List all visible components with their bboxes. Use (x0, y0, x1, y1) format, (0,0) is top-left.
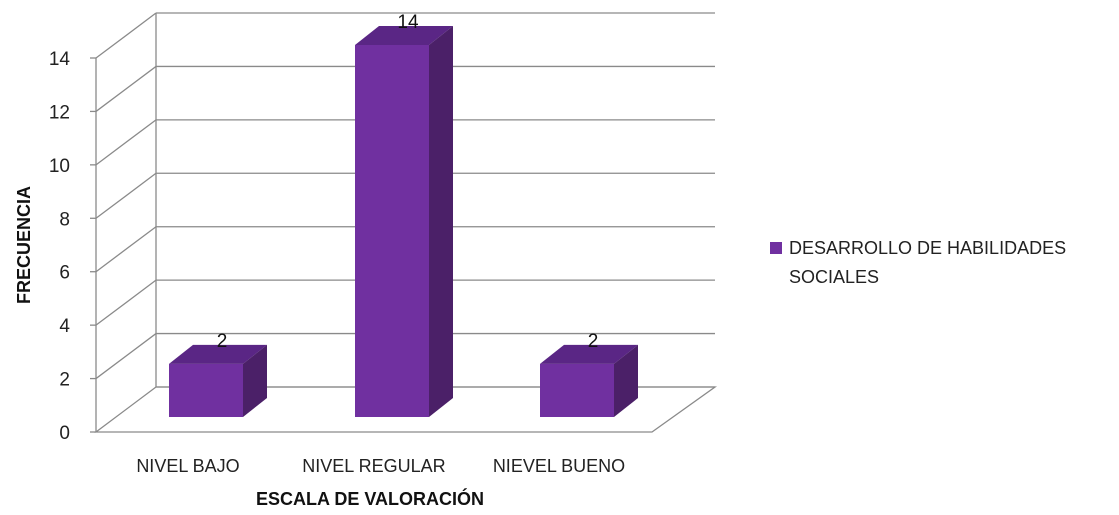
floor-plane (94, 386, 718, 433)
bar-front (355, 45, 429, 417)
x-tick-label: NIVEL REGULAR (302, 456, 445, 476)
y-tick-label: 14 (49, 49, 71, 70)
gridline-side (95, 279, 157, 326)
y-axis-title: FRECUENCIA (14, 186, 34, 304)
bar (540, 344, 638, 417)
x-tick-label: NIEVEL BUENO (493, 456, 625, 476)
y-tick-label: 8 (59, 209, 70, 230)
bar-front (169, 363, 243, 417)
gridline-side (95, 12, 157, 59)
gridline-side (95, 226, 157, 273)
y-tick-label: 4 (59, 316, 70, 337)
bar-side (614, 344, 638, 417)
y-tick-label: 6 (59, 263, 70, 284)
label-layer: 0 2 4 6 8 10 12 14 2 NIVEL BAJO 14 NIVEL REGULAR 2 NI… (49, 12, 625, 476)
bar-front (540, 363, 614, 417)
bar (169, 344, 267, 417)
data-label: 2 (217, 331, 228, 352)
data-label: 2 (588, 331, 599, 352)
y-tick-label: 2 (59, 370, 70, 391)
gridline-side (95, 65, 157, 112)
bar-side (429, 26, 453, 417)
x-axis-title: ESCALA DE VALORACIÓN (256, 488, 484, 509)
gridline-side (95, 172, 157, 219)
data-label: 14 (397, 12, 419, 33)
y-tick-label: 12 (49, 102, 70, 123)
legend: DESARROLLO DE HABILIDADES SOCIALES (770, 238, 1066, 287)
x-tick-label: NIVEL BAJO (136, 456, 239, 476)
y-tick-label: 10 (49, 156, 70, 177)
legend-swatch (770, 242, 782, 254)
bar-side (243, 344, 267, 417)
bar-top (169, 344, 267, 364)
bar-layer (169, 26, 638, 417)
legend-label-line1: DESARROLLO DE HABILIDADES (789, 238, 1066, 258)
bar-top (355, 26, 453, 45)
y-tick-label: 0 (59, 423, 70, 444)
axis-layer (90, 13, 718, 433)
bar-top (540, 344, 638, 364)
gridline-side (95, 333, 157, 380)
gridline-side (95, 119, 157, 166)
bar (355, 26, 453, 417)
legend-label-line2: SOCIALES (789, 267, 879, 287)
